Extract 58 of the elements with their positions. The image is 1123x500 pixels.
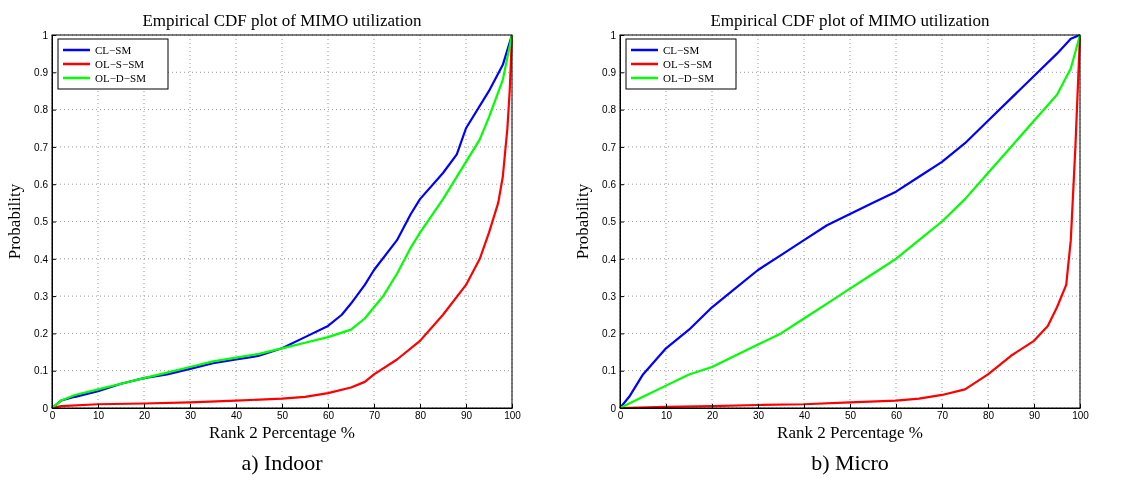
y-tick-label: 0.4	[34, 253, 49, 265]
x-tick-label: 40	[230, 410, 243, 422]
y-tick-label: 0.6	[34, 178, 49, 190]
y-tick-label: 0.2	[602, 328, 617, 340]
text: b) Micro	[811, 450, 889, 475]
x-tick-label: 30	[184, 410, 197, 422]
y-tick-label: 0.9	[602, 67, 617, 78]
x-tick-label: 50	[276, 410, 289, 422]
x-axis-title: Rank 2 Percentage %	[777, 423, 923, 442]
x-tick-label: 80	[982, 410, 995, 422]
x-tick-label: 20	[138, 410, 151, 422]
y-axis-title: Probability	[573, 183, 592, 260]
y-tick-label: 0.9	[34, 67, 49, 78]
x-tick-label: 60	[890, 410, 903, 422]
y-tick-label: 0.3	[602, 290, 617, 302]
x-tick-label: 100	[1072, 410, 1090, 422]
y-tick-label: 0.7	[602, 141, 617, 153]
y-tick-label: 0.5	[34, 216, 49, 228]
y-tick-label: 0.5	[602, 216, 617, 228]
y-tick-label: 0.2	[34, 328, 49, 340]
x-tick-label: 10	[92, 410, 105, 422]
legend-label: CL−SM	[663, 44, 700, 56]
x-tick-label: 20	[706, 410, 719, 422]
legend-label: OL−D−SM	[663, 72, 715, 84]
x-tick-label: 30	[752, 410, 765, 422]
line-series	[50, 33, 514, 410]
y-tick-label: 0.1	[34, 365, 49, 377]
x-tick-label: 70	[368, 410, 381, 422]
y-tick-label: 0.1	[602, 365, 617, 377]
x-tick-label: 90	[460, 410, 473, 422]
y-tick-label: 0.7	[34, 141, 49, 153]
x-tick-label: 40	[798, 410, 811, 422]
legend-label: OL−S−SM	[95, 58, 145, 70]
chart-title: Empirical CDF plot of MIMO utilization	[710, 11, 991, 30]
y-tick-label: 0	[42, 402, 49, 414]
y-tick-label: 0.8	[602, 104, 617, 116]
line-series	[618, 33, 1082, 410]
y-tick-label: 1	[610, 29, 617, 41]
x-tick-label: 60	[322, 410, 335, 422]
x-tick-label: 70	[936, 410, 949, 422]
y-tick-label: 0.6	[602, 178, 617, 190]
y-tick-label: 1	[42, 29, 49, 41]
x-tick-label: 80	[414, 410, 427, 422]
chart-title: Empirical CDF plot of MIMO utilization	[142, 11, 423, 30]
x-tick-label: 90	[1028, 410, 1041, 422]
x-tick-label: 100	[504, 410, 522, 422]
x-tick-label: 50	[844, 410, 857, 422]
x-axis-title: Rank 2 Percentage %	[209, 423, 355, 442]
legend-label: CL−SM	[95, 44, 132, 56]
y-tick-label: 0	[610, 402, 617, 414]
y-axis-title: Probability	[5, 183, 24, 260]
y-tick-label: 0.8	[34, 104, 49, 116]
text: a) Indoor	[241, 450, 324, 475]
legend-label: OL−D−SM	[95, 72, 147, 84]
legend-label: OL−S−SM	[663, 58, 713, 70]
y-tick-label: 0.3	[34, 290, 49, 302]
y-tick-label: 0.4	[602, 253, 617, 265]
x-tick-label: 10	[660, 410, 673, 422]
